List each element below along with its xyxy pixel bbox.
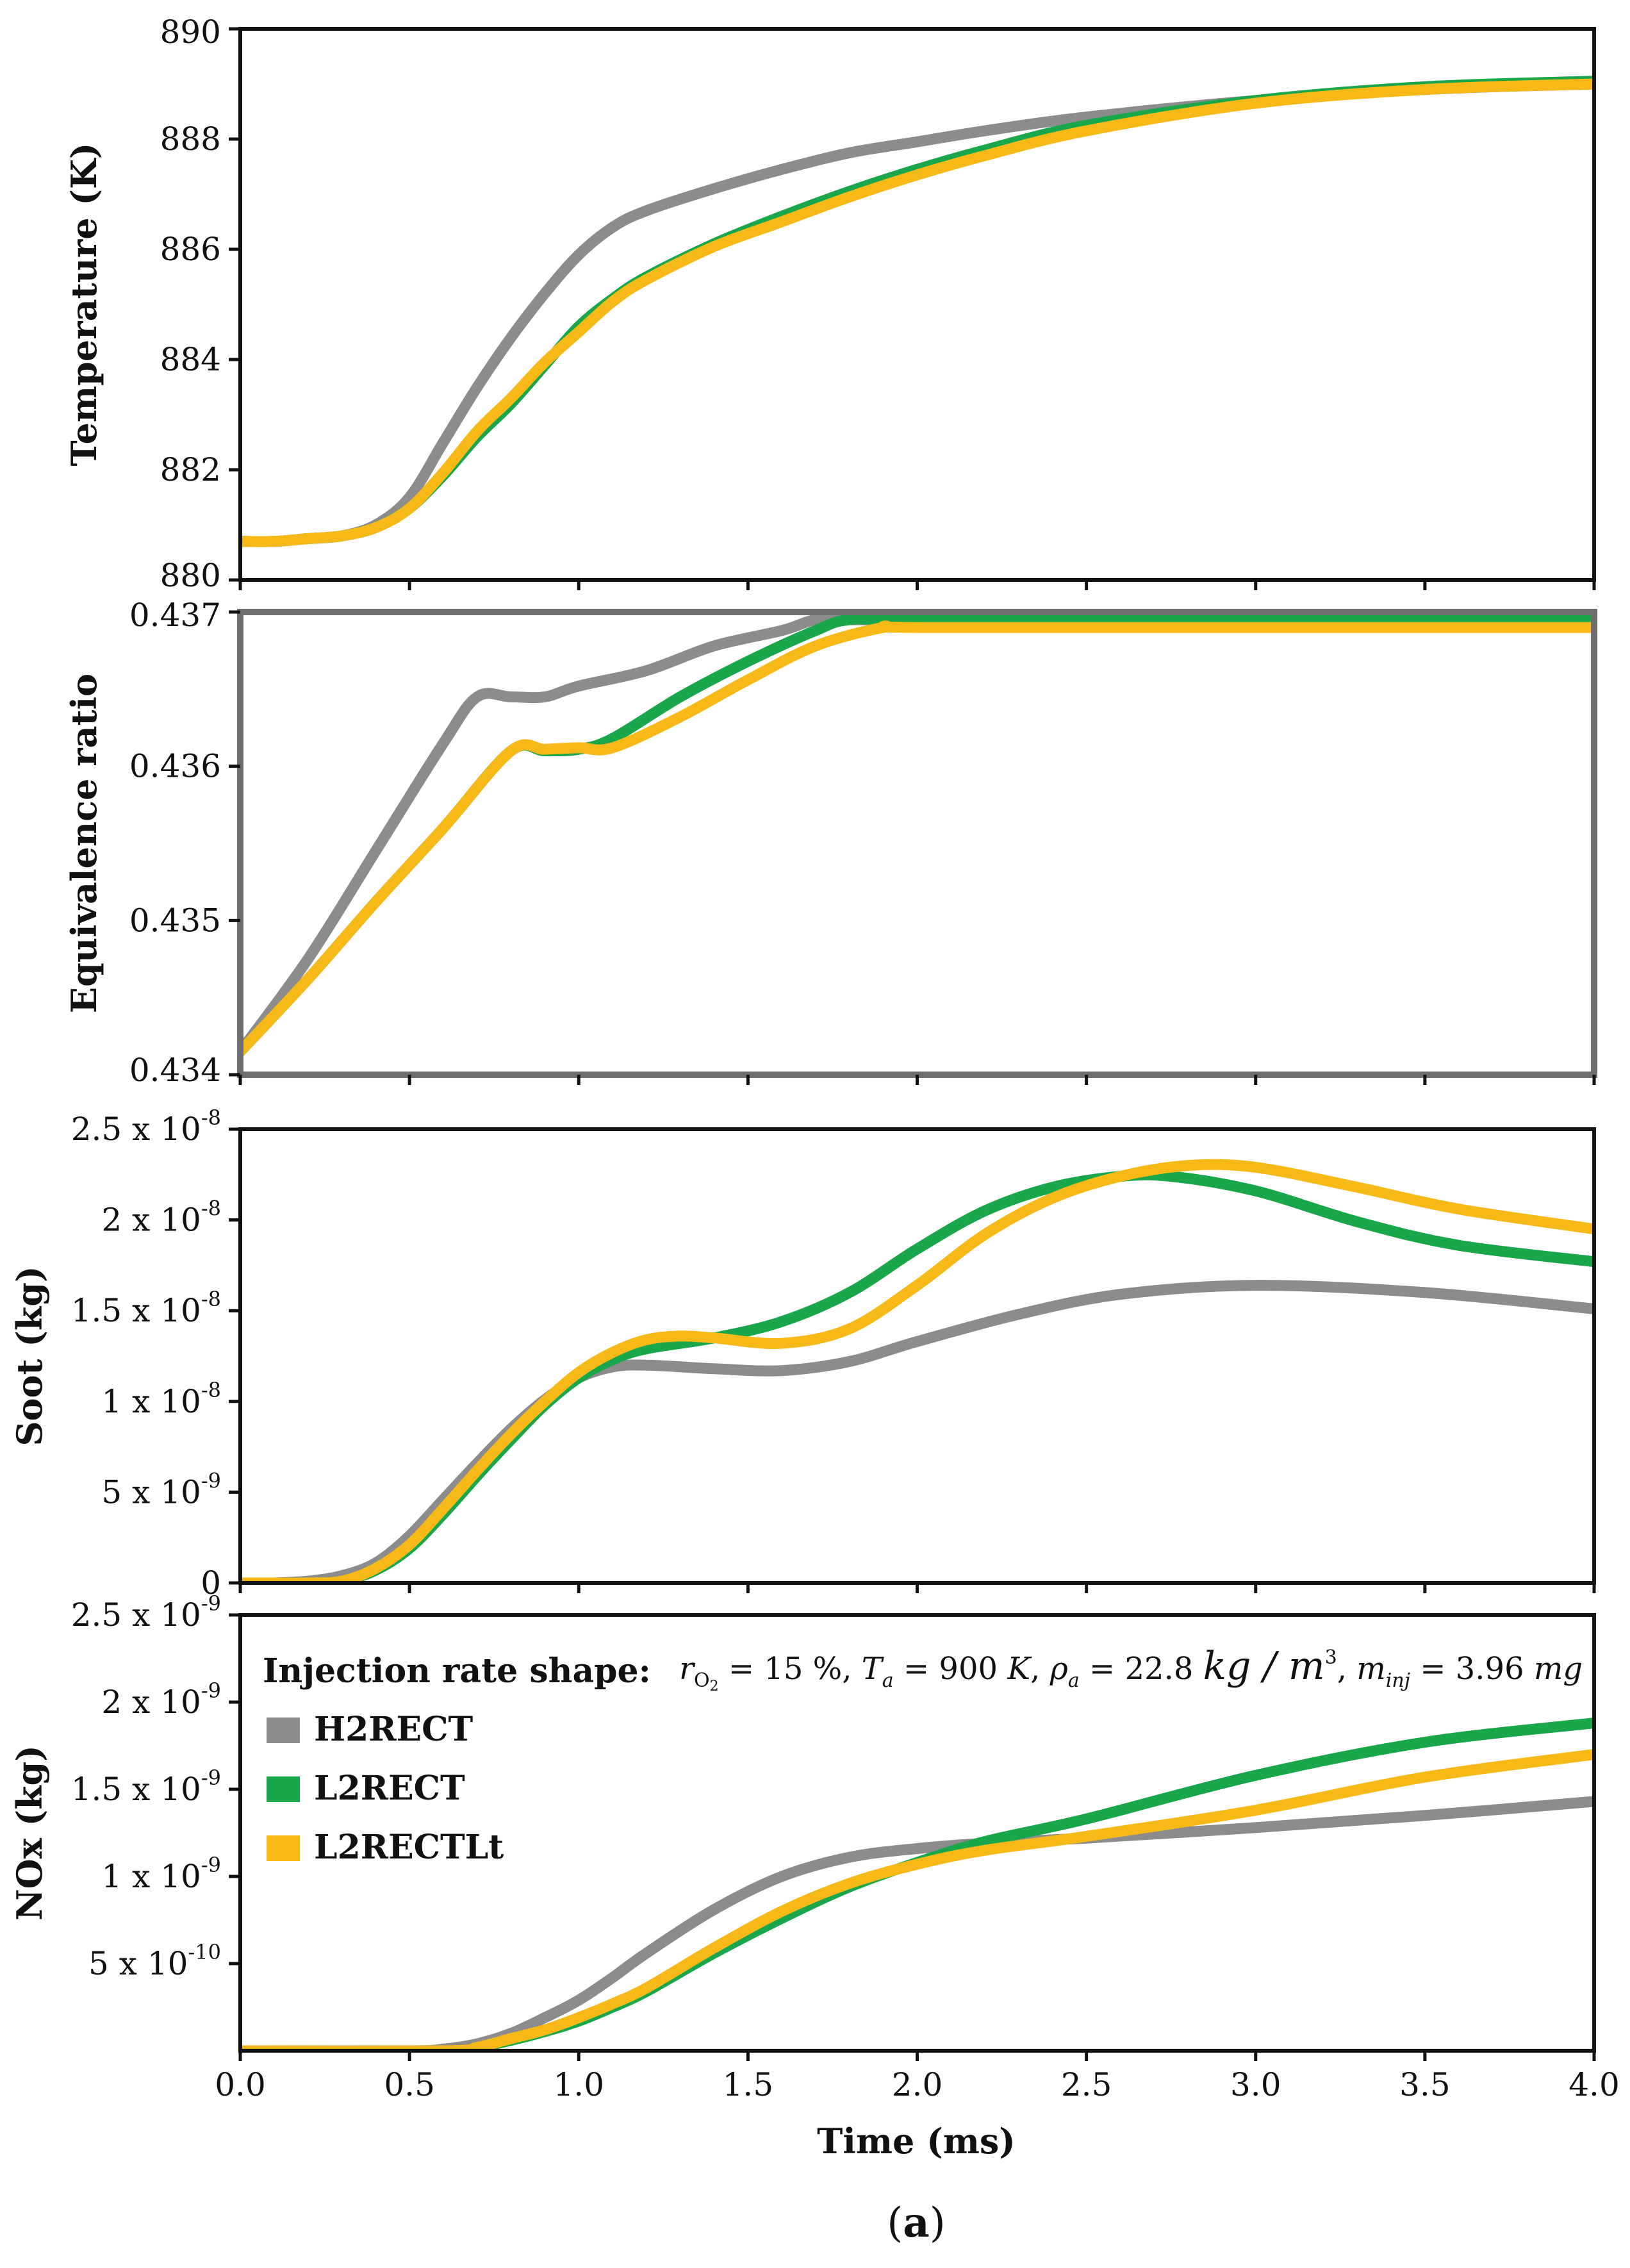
nox-xtick-label: 3.0 [1230,2066,1281,2103]
soot-line-l2rect [240,1169,1594,1583]
legend-entry-h2rect: H2RECT [314,1710,473,1749]
equivalence-ratio-ytick-label: 0.434 [129,1052,221,1089]
nox-line-l2rectlt [240,1749,1594,2051]
nox-xtick-label: 4.0 [1568,2066,1620,2103]
legend: Injection rate shape: rO2 = 15 %, Ta = 9… [263,1644,1583,1867]
cond-rho-sub: a [1068,1669,1080,1692]
cond-rho-unit: kg / m [1203,1644,1325,1689]
cond-rho-val: = 22.8 [1080,1651,1203,1687]
cond-rho-sup: 3 [1325,1646,1337,1669]
soot-ytick-label: 5 x 10-9 [101,1468,221,1511]
equivalence-ratio-ytick-label: 0.436 [129,748,221,785]
nox-y-axis-label: NOx (kg) [9,1745,50,1921]
temperature-series-group [240,76,1594,547]
temperature-panel: 880 882 884 886 888 890 Temperature (K) [63,13,1596,594]
soot-ytick-label: 1.5 x 10-8 [71,1287,221,1329]
soot-series-group [240,1159,1594,1583]
legend-swatch-h2rect [267,1718,300,1743]
nox-ytick-label: 1.5 x 10-9 [71,1766,221,1808]
nox-ytick-label: 5 x 10-10 [88,1940,221,1982]
caption-open: ( [887,2199,903,2247]
legend-entry-l2rectlt: L2RECTLt [314,1828,504,1867]
soot-line-h2rect [240,1280,1594,1583]
cond-m-sub: inj [1386,1669,1410,1692]
soot-ytick-label: 0 [201,1564,221,1602]
nox-xtick-label: 3.5 [1399,2066,1451,2103]
nox-ytick-label: 1 x 10-9 [101,1853,221,1895]
cond-m-val: = 3.96 [1410,1651,1534,1687]
legend-swatch-l2rect [267,1776,300,1802]
soot-y-axis-label: Soot (kg) [9,1266,50,1446]
cond-r-sub2: 2 [710,1678,719,1694]
caption-letter: a [903,2199,929,2247]
cond-rho: ρ [1050,1651,1068,1687]
nox-xtick-label: 0.5 [384,2066,435,2103]
x-axis-label: Time (ms) [817,2121,1016,2162]
soot-line-l2rectlt [240,1159,1594,1583]
cond-mg: mg [1534,1651,1583,1687]
soot-panel: 0 5 x 10-9 1 x 10-8 1.5 x 10-8 2 x 10-8 2.5 x… [9,1105,1596,1602]
nox-series-group [240,1718,1594,2051]
caption-close: ) [930,2199,946,2247]
cond-r: r [679,1651,696,1687]
cond-t: T [862,1651,884,1687]
nox-xtick-label: 1.0 [553,2066,604,2103]
temperature-y-axis-label: Temperature (K) [63,143,104,467]
cond-k: K [1007,1651,1032,1687]
nox-xtick-label: 0.0 [215,2066,266,2103]
temperature-ytick-label: 880 [160,557,221,594]
equivalence-ratio-series-group [240,613,1594,1057]
cond-r-sub: O [694,1669,710,1692]
temperature-ytick-label: 882 [160,451,221,488]
cond-m: m [1356,1651,1386,1687]
soot-ytick-label: 1 x 10-8 [101,1378,221,1420]
figure-caption: (a) [887,2199,945,2247]
cond-t-val: = 900 [894,1651,1008,1687]
nox-xtick-label: 2.0 [892,2066,943,2103]
legend-swatch-l2rectlt [267,1835,300,1861]
equivalence-ratio-y-axis-label: Equivalence ratio [63,674,104,1013]
legend-entry-l2rect: L2RECT [314,1769,465,1808]
soot-ytick-label: 2 x 10-8 [101,1196,221,1239]
equivalence-ratio-frame [237,609,1597,1078]
cond-t-sub: a [882,1669,894,1692]
equivalence-ratio-ytick-label: 0.435 [129,902,221,939]
nox-xtick-label: 1.5 [723,2066,774,2103]
legend-conditions: rO2 = 15 %, Ta = 900 K, ρa = 22.8 kg / m… [679,1644,1583,1694]
equivalence-ratio-line-l2rectlt [240,620,1594,1057]
temperature-ytick-label: 890 [160,13,221,51]
nox-ytick-label: 2 x 10-9 [101,1678,221,1721]
cond-r-val: = 15 %, [719,1651,862,1687]
nox-panel: 5 x 10-10 1 x 10-9 1.5 x 10-9 2 x 10-9 2.5 x… [9,1591,1620,2103]
temperature-line-l2rectlt [240,78,1594,547]
temperature-ytick-label: 884 [160,341,221,378]
equivalence-ratio-panel: 0.434 0.435 0.436 0.437 Equivalence ratio [63,597,1597,1089]
legend-title: Injection rate shape: [263,1651,651,1691]
temperature-ytick-label: 886 [160,231,221,268]
temperature-ytick-label: 888 [160,120,221,158]
temperature-frame [238,27,1596,582]
nox-ytick-label: 2.5 x 10-9 [71,1591,221,1634]
soot-ytick-label: 2.5 x 10-8 [71,1105,221,1148]
equivalence-ratio-ytick-label: 0.437 [129,597,221,634]
nox-xtick-label: 2.5 [1061,2066,1112,2103]
